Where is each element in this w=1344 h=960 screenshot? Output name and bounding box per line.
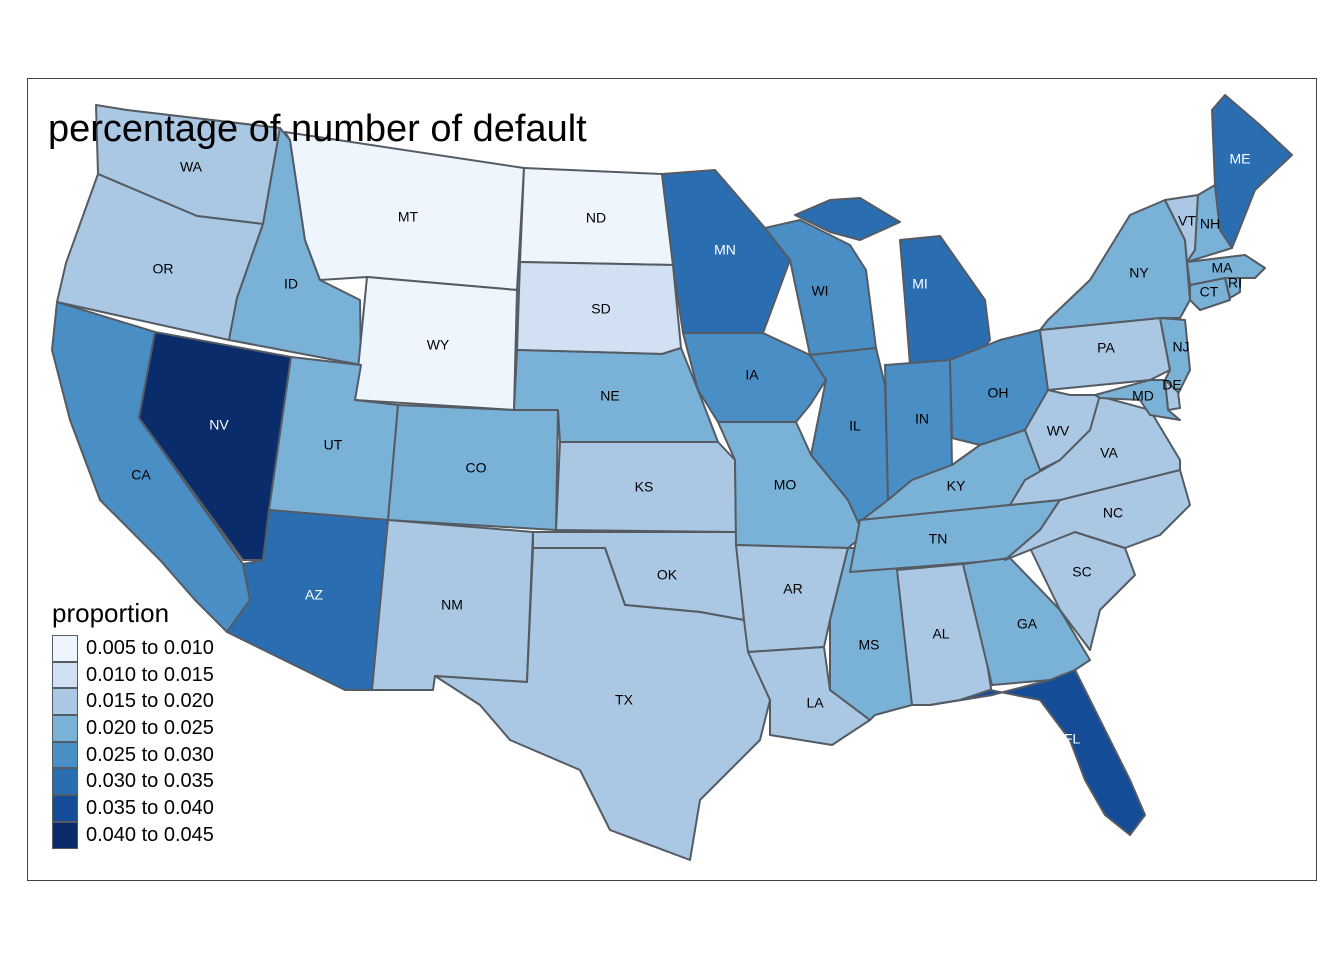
state-label-ct: CT <box>1200 284 1219 300</box>
map-title: percentage of number of default <box>48 108 587 150</box>
state-fl <box>929 669 1146 836</box>
state-label-id: ID <box>284 276 298 292</box>
state-label-sd: SD <box>591 301 610 317</box>
state-label-ut: UT <box>324 437 343 453</box>
legend-label: 0.040 to 0.045 <box>86 823 214 846</box>
legend-swatch <box>52 795 78 822</box>
legend-label: 0.005 to 0.010 <box>86 636 214 659</box>
legend-label: 0.035 to 0.040 <box>86 796 214 819</box>
legend-swatch <box>52 661 78 689</box>
state-label-tn: TN <box>929 531 948 547</box>
state-label-nd: ND <box>586 210 606 226</box>
state-wv <box>1024 389 1101 471</box>
state-label-la: LA <box>806 695 824 711</box>
state-ma <box>1186 254 1266 286</box>
state-label-il: IL <box>849 418 861 434</box>
state-ia <box>682 332 827 423</box>
state-label-ky: KY <box>947 478 966 494</box>
state-label-ca: CA <box>131 467 151 483</box>
state-label-ia: IA <box>745 367 759 383</box>
legend-label: 0.010 to 0.015 <box>86 663 214 686</box>
state-co <box>387 404 559 531</box>
legend-item: 0.020 to 0.025 <box>52 715 214 742</box>
legend-item: 0.010 to 0.015 <box>52 661 214 689</box>
legend-swatch <box>52 635 78 662</box>
legend-item: 0.005 to 0.010 <box>52 635 214 662</box>
state-label-ma: MA <box>1212 260 1234 276</box>
state-label-tx: TX <box>615 692 634 708</box>
state-label-al: AL <box>932 626 949 642</box>
state-label-fl: FL <box>1064 731 1081 747</box>
state-label-in: IN <box>915 411 929 427</box>
state-label-va: VA <box>1100 445 1118 461</box>
state-label-oh: OH <box>988 385 1009 401</box>
state-label-ks: KS <box>635 479 654 495</box>
legend: proportion 0.005 to 0.010 0.010 to 0.015 0… <box>52 598 214 849</box>
state-nv <box>138 331 292 561</box>
legend-item: 0.025 to 0.030 <box>52 741 214 769</box>
state-label-ny: NY <box>1129 265 1149 281</box>
state-label-ne: NE <box>600 388 619 404</box>
legend-swatch <box>52 715 78 742</box>
state-wi <box>764 219 877 356</box>
legend-label: 0.015 to 0.020 <box>86 690 214 713</box>
legend-swatch <box>52 768 78 796</box>
legend-swatch <box>52 741 78 769</box>
state-label-ok: OK <box>657 567 678 583</box>
state-label-wa: WA <box>180 159 203 175</box>
state-label-co: CO <box>466 460 487 476</box>
state-label-pa: PA <box>1097 340 1115 356</box>
state-ny <box>1039 199 1191 331</box>
state-label-nv: NV <box>209 417 229 433</box>
map-panel-frame <box>27 78 1317 881</box>
state-label-mo: MO <box>774 477 797 493</box>
state-label-md: MD <box>1132 388 1154 404</box>
state-label-mt: MT <box>398 209 419 225</box>
state-label-nj: NJ <box>1172 339 1189 355</box>
state-ga <box>962 557 1091 686</box>
state-label-ar: AR <box>783 581 802 597</box>
state-label-wv: WV <box>1047 423 1070 439</box>
legend-item: 0.035 to 0.040 <box>52 795 214 822</box>
state-tx <box>434 547 771 861</box>
legend-item: 0.015 to 0.020 <box>52 688 214 716</box>
state-label-sc: SC <box>1072 564 1091 580</box>
legend-item: 0.040 to 0.045 <box>52 821 214 849</box>
state-me <box>1211 94 1293 249</box>
legend-swatch <box>52 688 78 716</box>
state-la <box>747 646 871 746</box>
state-label-de: DE <box>1162 377 1181 393</box>
state-label-ri: RI <box>1228 275 1242 291</box>
legend-label: 0.020 to 0.025 <box>86 716 214 739</box>
state-label-ms: MS <box>859 637 880 653</box>
legend-label: 0.030 to 0.035 <box>86 770 214 793</box>
state-label-me: ME <box>1230 151 1251 167</box>
state-label-wy: WY <box>427 337 450 353</box>
state-label-mn: MN <box>714 242 736 258</box>
state-label-or: OR <box>153 261 174 277</box>
state-label-nh: NH <box>1200 216 1220 232</box>
state-label-az: AZ <box>305 587 323 603</box>
state-label-ga: GA <box>1017 616 1038 632</box>
state-label-nc: NC <box>1103 505 1123 521</box>
legend-swatch <box>52 821 78 849</box>
state-label-vt: VT <box>1178 213 1196 229</box>
state-label-wi: WI <box>811 283 828 299</box>
legend-item: 0.030 to 0.035 <box>52 768 214 796</box>
state-label-nm: NM <box>441 597 463 613</box>
state-md <box>1094 379 1181 421</box>
state-label-mi: MI <box>912 276 928 292</box>
state-mn <box>661 169 791 334</box>
legend-label: 0.025 to 0.030 <box>86 743 214 766</box>
legend-title: proportion <box>52 598 170 628</box>
